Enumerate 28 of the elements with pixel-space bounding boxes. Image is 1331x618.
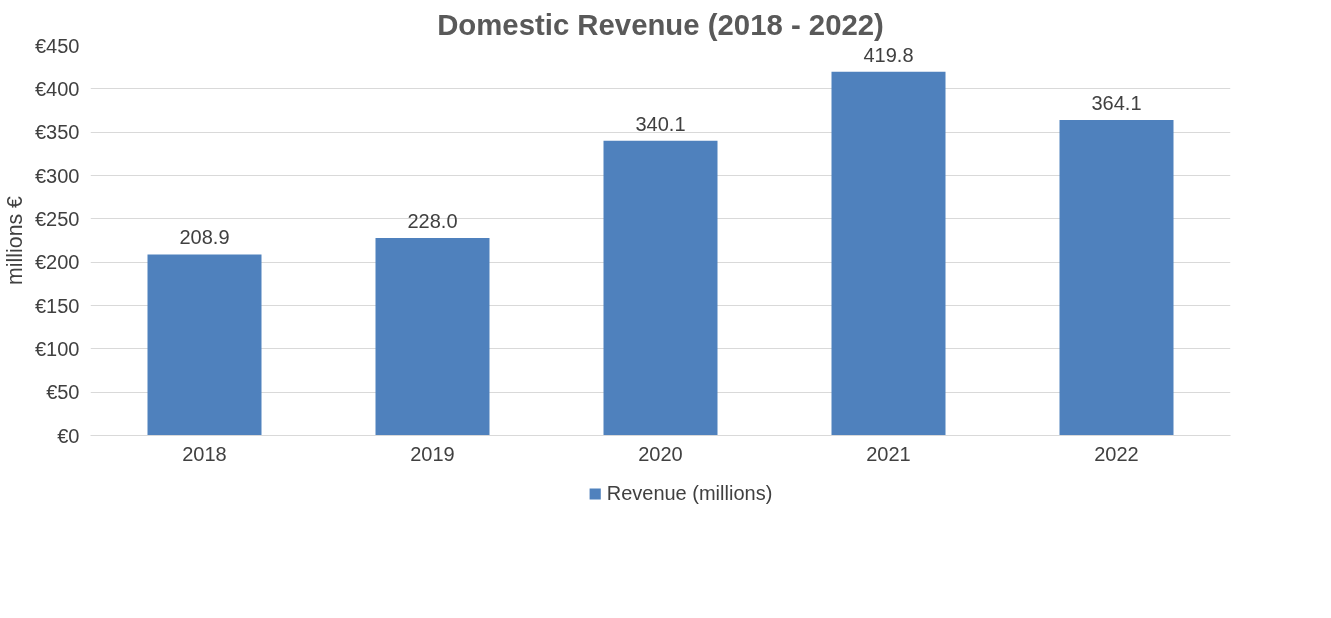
data-label: 228.0 [407, 209, 458, 232]
y-tick-label: €200 [35, 251, 80, 274]
bar [375, 237, 490, 436]
bar [1059, 119, 1174, 436]
bar [603, 140, 718, 436]
x-tick-label: 2022 [1094, 442, 1139, 465]
y-tick-label: €0 [57, 424, 80, 447]
y-tick-label: €250 [35, 207, 80, 230]
y-axis-title: millions € [3, 195, 28, 285]
x-tick-label: 2020 [638, 442, 683, 465]
data-label: 364.1 [1091, 91, 1142, 114]
x-tick-label: 2021 [866, 442, 911, 465]
data-label: 208.9 [179, 226, 230, 249]
y-tick-label: €450 [35, 34, 80, 57]
legend-label: Revenue (millions) [606, 481, 773, 505]
chart-title: Domestic Revenue (2018 - 2022) [437, 7, 884, 41]
y-tick-label: €50 [46, 381, 80, 404]
y-tick-label: €350 [35, 121, 80, 144]
bar [147, 254, 262, 436]
y-tick-label: €300 [35, 164, 80, 187]
data-label: 419.8 [863, 43, 914, 66]
bar [831, 71, 946, 436]
y-tick-label: €150 [35, 294, 80, 317]
y-tick-label: €400 [35, 77, 80, 100]
x-tick-label: 2019 [410, 442, 455, 465]
x-tick-label: 2018 [182, 442, 227, 465]
y-tick-label: €100 [35, 337, 80, 360]
data-label: 340.1 [635, 112, 686, 135]
